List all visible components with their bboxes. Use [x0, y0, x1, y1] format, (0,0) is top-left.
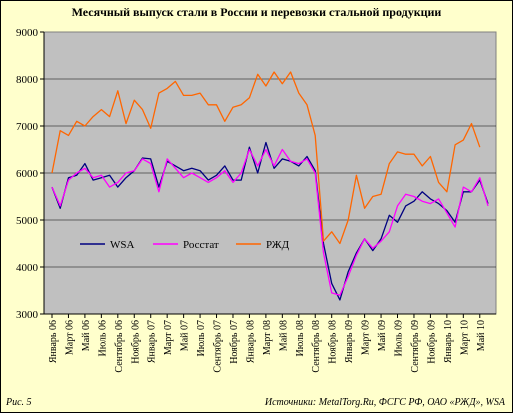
- legend-label-2: Росстат: [183, 239, 219, 251]
- x-tick-label: Сентябрь 08: [311, 320, 322, 373]
- sources-note: Источники: MetalTorg.Ru, ФСГС РФ, ОАО «Р…: [264, 397, 505, 408]
- series-line-2: [51, 148, 489, 296]
- x-tick-label: Январь 06: [48, 320, 59, 363]
- y-tick-label: 9000: [16, 27, 39, 39]
- x-tick-label: Май 07: [180, 320, 191, 351]
- x-tick-label: Сентябрь 09: [410, 320, 421, 373]
- y-tick-label: 7000: [16, 121, 39, 133]
- legend-label-3: РЖД: [266, 239, 290, 251]
- series-line-1: [51, 141, 489, 301]
- x-tick-label: Май 10: [476, 320, 487, 351]
- x-tick-label: Январь 08: [245, 320, 256, 363]
- x-tick-label: Январь 09: [344, 320, 355, 363]
- x-tick-label: Май 06: [81, 320, 92, 351]
- series-line-3: [51, 71, 481, 245]
- legend-label-1: WSA: [110, 239, 135, 251]
- y-tick-label: 4000: [16, 262, 39, 274]
- chart-title: Месячный выпуск стали в России и перевоз…: [71, 5, 442, 19]
- figure-label: Рис. 5: [6, 397, 32, 408]
- x-tick-label: Ноябрь 09: [426, 320, 437, 364]
- y-tick-label: 6000: [16, 168, 39, 180]
- x-tick-label: Сентябрь 06: [114, 320, 125, 373]
- x-tick-label: Ноябрь 07: [229, 320, 240, 364]
- y-tick-label: 5000: [16, 215, 39, 227]
- y-tick-label: 3000: [16, 309, 39, 321]
- x-tick-label: Январь 10: [443, 320, 454, 363]
- x-tick-label: Март 10: [459, 320, 470, 355]
- x-tick-label: Март 08: [262, 320, 273, 355]
- x-tick-label: Сентябрь 07: [213, 320, 224, 373]
- x-tick-label: Март 09: [361, 320, 372, 355]
- x-tick-label: Март 06: [64, 320, 75, 355]
- x-tick-label: Май 08: [278, 320, 289, 351]
- x-tick-label: Июль 06: [97, 320, 108, 357]
- x-tick-label: Март 07: [163, 320, 174, 355]
- x-tick-label: Январь 07: [147, 320, 158, 363]
- x-tick-label: Июль 09: [394, 320, 405, 357]
- x-tick-label: Ноябрь 06: [130, 320, 141, 364]
- x-tick-label: Июль 08: [295, 320, 306, 357]
- y-tick-label: 8000: [16, 74, 39, 86]
- x-tick-label: Ноябрь 08: [328, 320, 339, 364]
- x-tick-label: Июль 07: [196, 320, 207, 357]
- x-tick-label: Май 09: [377, 320, 388, 351]
